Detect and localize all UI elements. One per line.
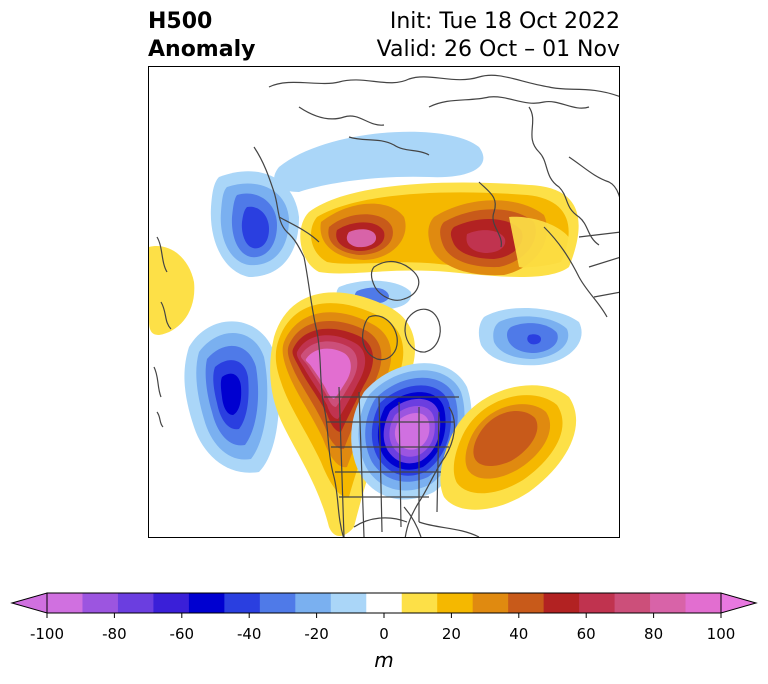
colorbar-tick-label: 80 (644, 625, 663, 643)
valid-range: Valid: 26 Oct – 01 Nov (376, 37, 620, 62)
western-pacific-ridge-anomaly (149, 246, 195, 335)
colorbar-tick-label: 60 (577, 625, 596, 643)
gulf-of-alaska-trough-anomaly (210, 171, 299, 277)
colorbar-bin (650, 593, 687, 613)
colorbar-tick-label: 0 (379, 625, 389, 643)
colorbar-extend-low (10, 592, 48, 614)
colorbar-tick-label: -80 (102, 625, 127, 643)
colorbar: -100 -80 -60 -40 -20 0 20 40 60 80 100 m (10, 592, 758, 672)
colorbar-tick-label: -100 (30, 625, 64, 643)
init-date: Init: Tue 18 Oct 2022 (389, 9, 620, 34)
colorbar-bin (188, 593, 225, 613)
colorbar-tick-label: 40 (509, 625, 528, 643)
colorbar-bin (117, 593, 154, 613)
colorbar-extend-high (720, 592, 758, 614)
title-field: Anomaly (148, 37, 256, 62)
colorbar-bin (437, 593, 474, 613)
colorbar-bin (82, 593, 119, 613)
north-pacific-trough-anomaly (184, 321, 279, 473)
colorbar-bin (153, 593, 190, 613)
colorbar-bin (579, 593, 616, 613)
north-atlantic-ridge-anomaly (440, 385, 577, 510)
colorbar-tick-label: 100 (707, 625, 736, 643)
map-subtitle: Init: Tue 18 Oct 2022 Valid: 26 Oct – 01… (377, 8, 620, 64)
colorbar-bin (366, 593, 403, 613)
colorbar-tick-label: -40 (237, 625, 262, 643)
colorbar-bin (472, 593, 509, 613)
colorbar-bin (295, 593, 332, 613)
colorbar-bins (47, 593, 722, 613)
colorbar-bin (685, 593, 722, 613)
colorbar-tick-label: 20 (442, 625, 461, 643)
map-title: H500 Anomaly (148, 8, 255, 64)
anomaly-map-svg (149, 74, 619, 537)
coastlines (153, 74, 619, 537)
colorbar-bin (259, 593, 296, 613)
colorbar-bin (508, 593, 545, 613)
colorbar-bin (224, 593, 261, 613)
colorbar-bin (614, 593, 651, 613)
colorbar-tick-label: -60 (170, 625, 195, 643)
colorbar-tick-label: -20 (304, 625, 329, 643)
colorbar-ticks: -100 -80 -60 -40 -20 0 20 40 60 80 100 (30, 613, 735, 643)
title-variable: H500 (148, 9, 213, 34)
colorbar-bin (401, 593, 438, 613)
anomaly-map (148, 66, 620, 538)
colorbar-bin (47, 593, 83, 613)
colorbar-unit-label: m (374, 648, 393, 672)
colorbar-bin (543, 593, 580, 613)
north-atlantic-trough-anomaly (478, 307, 582, 366)
arctic-ridge-anomaly (300, 182, 579, 277)
colorbar-bin (330, 593, 367, 613)
